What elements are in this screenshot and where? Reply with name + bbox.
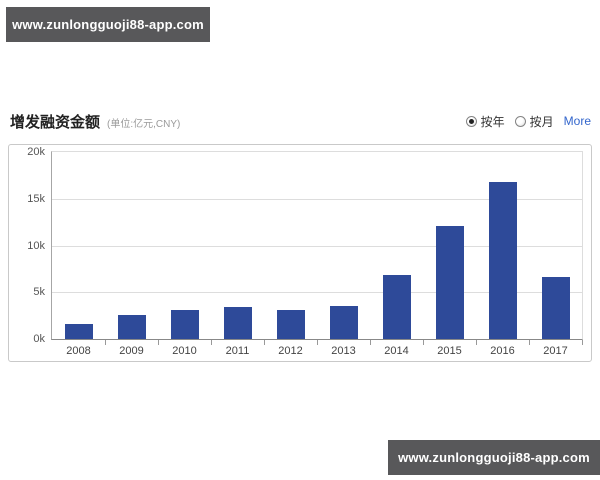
y-axis-tick-label: 20k <box>27 146 45 158</box>
x-axis-tick-label: 2015 <box>437 345 462 357</box>
x-axis-tick-label: 2013 <box>331 345 356 357</box>
watermark-banner-top: www.zunlongguoji88-app.com <box>6 7 210 42</box>
x-axis-tick-label: 2011 <box>225 345 250 357</box>
bar-2016[interactable] <box>488 181 517 339</box>
bar-slot-2014: 2014 <box>370 152 424 357</box>
chart-title: 增发融资金额 <box>10 113 101 131</box>
x-axis-tick-label: 2014 <box>384 345 409 357</box>
chart-unit-note: (单位:亿元,CNY) <box>107 118 181 130</box>
x-axis-tick-label: 2012 <box>278 345 303 357</box>
y-axis-tick-label: 0k <box>33 333 45 345</box>
x-axis-tick-label: 2008 <box>66 345 91 357</box>
by-year-label[interactable]: 按年 <box>480 114 505 129</box>
bar-slot-2012: 2012 <box>264 152 318 357</box>
bar-2009[interactable] <box>117 314 146 339</box>
bars-row: 2008 2009 2010 2011 2012 2013 2014 2015 2016 2017 <box>52 152 583 357</box>
bar-slot-2010: 2010 <box>158 152 212 357</box>
y-axis-tick-label: 10k <box>27 239 45 252</box>
bar-2015[interactable] <box>435 225 464 339</box>
chart-panel: 20k 15k 10k 5k 0k 2008 2009 2010 2011 2012 2013 201… <box>8 144 592 362</box>
watermark-banner-bottom: www.zunlongguoji88-app.com <box>388 440 600 475</box>
mode-group: 按年 按月 More <box>465 113 591 130</box>
more-link[interactable]: More <box>563 114 591 128</box>
bar-slot-2013: 2013 <box>317 152 371 357</box>
bar-slot-2011: 2011 <box>211 152 265 357</box>
x-axis-tick-label: 2017 <box>543 345 568 357</box>
gridline <box>52 292 582 294</box>
bar-slot-2008: 2008 <box>52 152 106 357</box>
by-month-label[interactable]: 按月 <box>529 114 554 129</box>
y-axis-tick-label: 5k <box>33 286 45 299</box>
bar-2017[interactable] <box>541 277 570 339</box>
bar-slot-2009: 2009 <box>105 152 159 357</box>
x-axis-tick-label: 2010 <box>172 345 197 357</box>
gridline <box>52 245 582 247</box>
gridline <box>52 198 582 200</box>
bar-slot-2015: 2015 <box>423 152 477 357</box>
by-month-radio[interactable] <box>514 115 526 127</box>
bar-slot-2017: 2017 <box>529 152 583 357</box>
bar-2008[interactable] <box>64 324 93 339</box>
bar-2013[interactable] <box>329 306 358 339</box>
by-year-radio[interactable] <box>465 115 477 127</box>
y-axis-tick-label: 15k <box>27 192 45 205</box>
x-axis-tick-label: 2009 <box>119 345 144 357</box>
bar-2014[interactable] <box>382 274 411 339</box>
chart-header: 增发融资金额 (单位:亿元,CNY) 按年 按月 More <box>10 108 591 134</box>
plot-area: 20k 15k 10k 5k 0k 2008 2009 2010 2011 2012 2013 201… <box>27 146 583 357</box>
bar-2012[interactable] <box>276 309 305 339</box>
bar-2010[interactable] <box>170 310 199 339</box>
x-axis-tick-label: 2016 <box>490 345 515 357</box>
bar-slot-2016: 2016 <box>476 152 530 357</box>
bar-2011[interactable] <box>223 307 252 339</box>
